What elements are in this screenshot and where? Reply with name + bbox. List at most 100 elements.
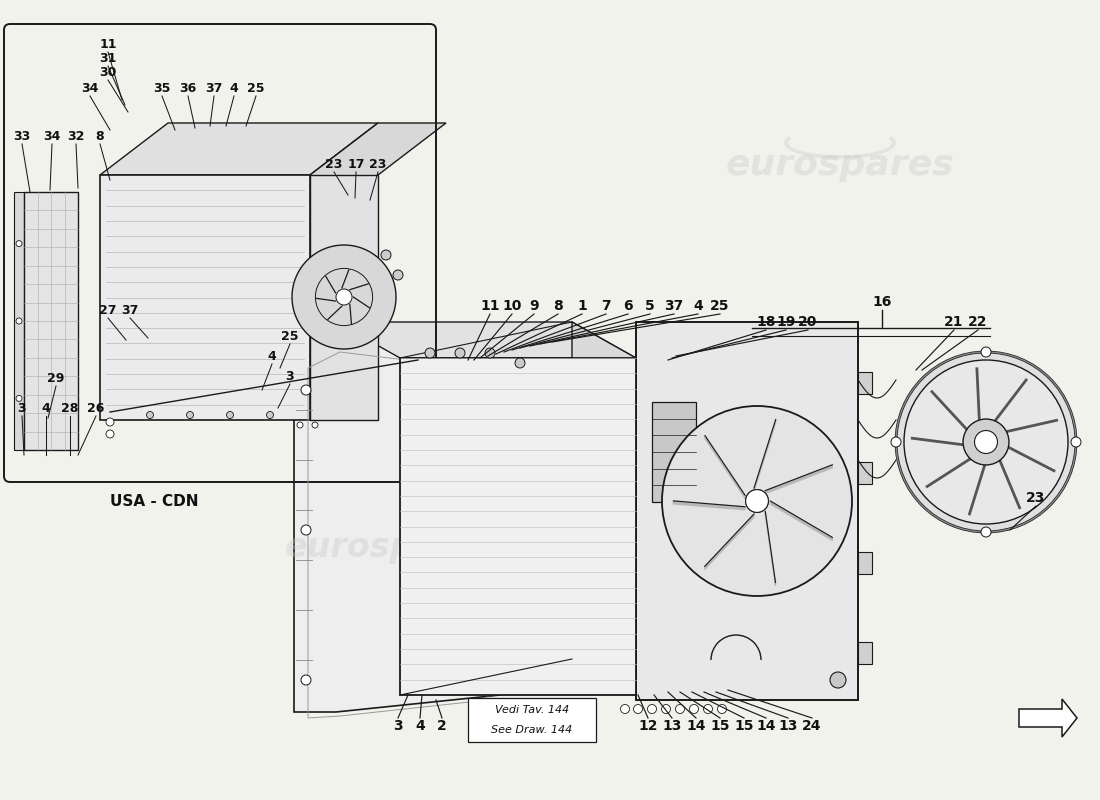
Text: 15: 15 — [711, 719, 729, 733]
Circle shape — [16, 241, 22, 246]
Text: 34: 34 — [43, 130, 60, 142]
Circle shape — [146, 411, 154, 418]
Circle shape — [393, 270, 403, 280]
Polygon shape — [673, 501, 745, 510]
Text: 29: 29 — [47, 371, 65, 385]
Text: 25: 25 — [248, 82, 265, 94]
Circle shape — [106, 418, 114, 426]
Text: 25: 25 — [711, 299, 729, 313]
Text: Vedi Tav. 144: Vedi Tav. 144 — [495, 705, 569, 715]
Circle shape — [486, 699, 494, 707]
Polygon shape — [1019, 699, 1077, 737]
Text: eurospares: eurospares — [285, 531, 495, 565]
Circle shape — [648, 705, 657, 714]
Text: 25: 25 — [282, 330, 299, 342]
Circle shape — [896, 352, 1076, 532]
Text: 4: 4 — [230, 82, 239, 94]
Text: 26: 26 — [87, 402, 104, 414]
Text: 22: 22 — [968, 315, 988, 329]
Text: 1: 1 — [578, 299, 587, 313]
Circle shape — [515, 700, 525, 710]
Circle shape — [690, 705, 698, 714]
Bar — [858, 462, 872, 484]
Circle shape — [16, 395, 22, 402]
Circle shape — [975, 430, 998, 454]
Circle shape — [1071, 437, 1081, 447]
Circle shape — [662, 406, 852, 596]
Text: 20: 20 — [799, 315, 817, 329]
Bar — [310, 175, 378, 420]
Text: eurospares: eurospares — [726, 148, 955, 182]
Polygon shape — [336, 322, 636, 358]
Circle shape — [301, 385, 311, 395]
Polygon shape — [705, 435, 745, 498]
Circle shape — [227, 411, 233, 418]
Text: 23: 23 — [1026, 491, 1046, 505]
Text: 4: 4 — [415, 719, 425, 733]
Text: 4: 4 — [42, 402, 51, 414]
Circle shape — [485, 348, 495, 358]
Circle shape — [551, 714, 561, 724]
Circle shape — [717, 705, 726, 714]
Polygon shape — [572, 322, 636, 695]
Circle shape — [297, 422, 302, 428]
Polygon shape — [100, 123, 378, 175]
Circle shape — [336, 289, 352, 305]
Text: 35: 35 — [153, 82, 170, 94]
Text: 19: 19 — [777, 315, 795, 329]
Bar — [468, 698, 596, 742]
Text: 15: 15 — [735, 719, 754, 733]
Text: 11: 11 — [99, 38, 117, 50]
Circle shape — [981, 527, 991, 537]
Text: 4: 4 — [267, 350, 276, 362]
Text: 3: 3 — [18, 402, 26, 414]
Text: USA - CDN: USA - CDN — [110, 494, 198, 509]
Text: 8: 8 — [96, 130, 104, 142]
Text: 24: 24 — [802, 719, 822, 733]
Circle shape — [620, 705, 629, 714]
Text: 31: 31 — [99, 51, 117, 65]
Circle shape — [301, 675, 311, 685]
Text: 37: 37 — [121, 303, 139, 317]
Text: 2: 2 — [437, 719, 447, 733]
Circle shape — [266, 411, 274, 418]
Text: 23: 23 — [370, 158, 387, 170]
Polygon shape — [770, 501, 833, 540]
Text: 8: 8 — [553, 299, 563, 313]
Text: 13: 13 — [662, 719, 682, 733]
Text: 28: 28 — [62, 402, 79, 414]
Circle shape — [515, 358, 525, 368]
Text: 12: 12 — [638, 719, 658, 733]
Text: 4: 4 — [693, 299, 703, 313]
Text: 27: 27 — [99, 303, 117, 317]
Polygon shape — [754, 419, 776, 491]
Text: 11: 11 — [481, 299, 499, 313]
Polygon shape — [310, 123, 378, 420]
Circle shape — [904, 360, 1068, 524]
Circle shape — [634, 705, 642, 714]
Text: 17: 17 — [348, 158, 365, 170]
Text: 10: 10 — [503, 299, 521, 313]
Text: 14: 14 — [686, 719, 706, 733]
Polygon shape — [766, 511, 775, 586]
Circle shape — [962, 419, 1009, 465]
Text: 37: 37 — [664, 299, 683, 313]
Circle shape — [455, 348, 465, 358]
Bar — [24, 192, 78, 450]
Circle shape — [746, 490, 769, 512]
Text: 5: 5 — [645, 299, 654, 313]
Circle shape — [106, 430, 114, 438]
Text: 36: 36 — [179, 82, 197, 94]
Text: 3: 3 — [393, 719, 403, 733]
Circle shape — [535, 708, 544, 718]
Bar — [858, 552, 872, 574]
Circle shape — [891, 437, 901, 447]
Circle shape — [675, 705, 684, 714]
Text: 23: 23 — [326, 158, 343, 170]
Text: 13: 13 — [779, 719, 798, 733]
Text: 3: 3 — [286, 370, 295, 382]
Text: 37: 37 — [206, 82, 222, 94]
Text: 6: 6 — [624, 299, 632, 313]
Circle shape — [301, 525, 311, 535]
Text: 34: 34 — [81, 82, 99, 94]
